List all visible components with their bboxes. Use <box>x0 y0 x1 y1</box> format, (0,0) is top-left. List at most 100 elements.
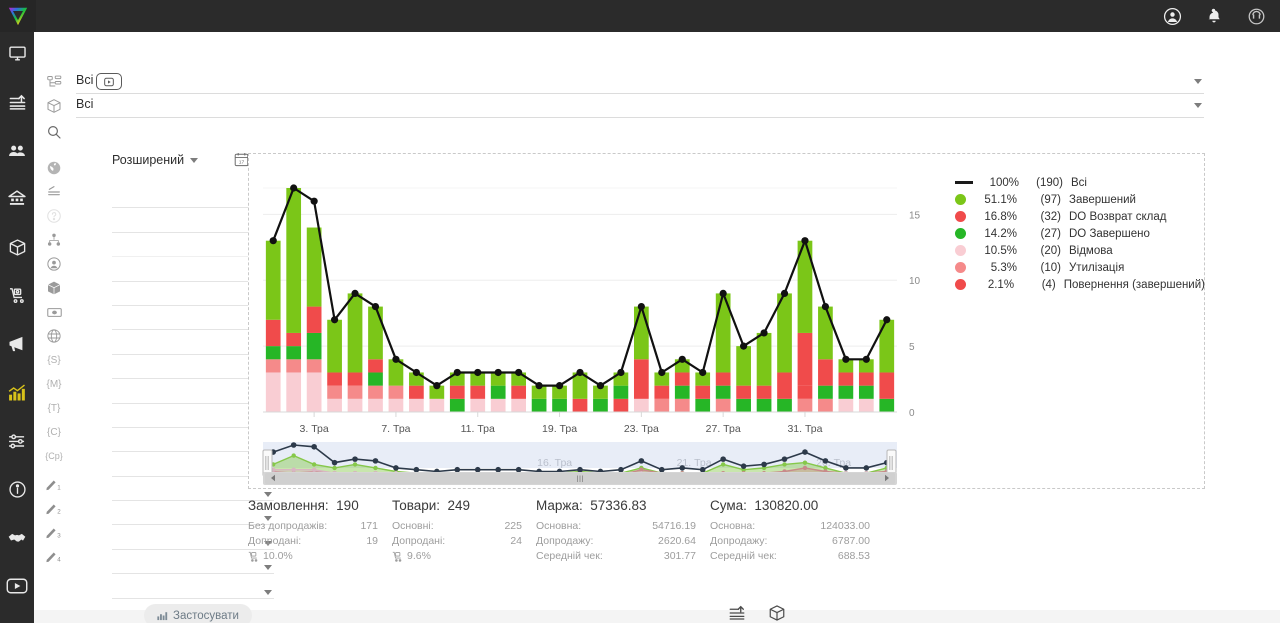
bar-segment[interactable] <box>306 332 322 360</box>
legend-item[interactable]: 2.1% (4) Повернення (завершений) <box>955 276 1205 293</box>
bar-segment[interactable] <box>695 372 711 386</box>
bar-segment[interactable] <box>388 385 404 399</box>
bar-segment[interactable] <box>368 359 383 373</box>
bar-segment[interactable] <box>736 385 751 399</box>
legend-item[interactable]: 16.8% (32) DO Возврат склад <box>955 208 1205 225</box>
bar-segment[interactable] <box>286 372 302 412</box>
sidebar-item-monitor-icon[interactable] <box>0 42 34 65</box>
line-data-point[interactable] <box>617 368 625 377</box>
bar-segment[interactable] <box>347 372 363 386</box>
bar-segment[interactable] <box>449 385 465 399</box>
bar-segment[interactable] <box>327 385 342 399</box>
bar-segment[interactable] <box>756 332 772 386</box>
total-line-series[interactable] <box>272 186 888 387</box>
legend-item[interactable]: 5.3% (10) Утилізація <box>955 259 1205 276</box>
line-data-point[interactable] <box>699 368 707 377</box>
bar-segment[interactable] <box>654 372 670 386</box>
bar-stack[interactable] <box>449 372 465 412</box>
bar-segment[interactable] <box>470 385 486 399</box>
order-list-icon[interactable] <box>728 604 746 622</box>
bar-segment[interactable] <box>306 372 322 412</box>
line-data-point[interactable] <box>351 289 359 298</box>
filter-row-product[interactable]: Всі <box>76 94 1204 118</box>
play-video-icon[interactable] <box>96 73 122 90</box>
bar-segment[interactable] <box>797 385 813 399</box>
bar-segment[interactable] <box>797 332 813 386</box>
bar-segment[interactable] <box>388 398 404 412</box>
user-account-icon[interactable] <box>1162 6 1182 26</box>
scroll-right-arrow[interactable] <box>885 474 889 482</box>
chart-plot[interactable]: 0 5 10 15 3. Тра 7. Тра 11. Тра 19. Тра 23. Тра 2… <box>249 154 949 490</box>
bar-segment[interactable] <box>777 398 792 412</box>
bar-stack[interactable] <box>797 240 813 412</box>
bar-segment[interactable] <box>286 359 302 373</box>
bar-segment[interactable] <box>409 385 424 399</box>
bar-segment[interactable] <box>429 398 445 412</box>
bar-segment[interactable] <box>490 398 506 412</box>
line-data-point[interactable] <box>719 289 727 298</box>
line-data-point[interactable] <box>494 368 502 377</box>
bar-stack[interactable] <box>306 227 322 412</box>
bar-segment[interactable] <box>265 240 281 320</box>
bar-stack[interactable] <box>552 385 567 412</box>
bar-segment[interactable] <box>715 372 731 386</box>
bar-segment[interactable] <box>838 385 854 399</box>
chevron-down-icon[interactable] <box>1194 103 1202 108</box>
bar-segment[interactable] <box>429 385 445 399</box>
bar-segment[interactable] <box>613 398 629 412</box>
line-data-point[interactable] <box>780 289 789 298</box>
bar-segment[interactable] <box>715 385 731 399</box>
bar-segment[interactable] <box>286 188 302 333</box>
bar-segment[interactable] <box>449 398 465 412</box>
bar-stack[interactable] <box>531 385 547 412</box>
bar-segment[interactable] <box>306 359 322 373</box>
sidebar-item-purchase-cart-icon[interactable] <box>0 284 34 307</box>
bar-segment[interactable] <box>511 385 527 399</box>
bar-segment[interactable] <box>838 372 854 386</box>
chevron-down-icon[interactable] <box>264 540 272 546</box>
bar-segment[interactable] <box>368 398 383 412</box>
bar-segment[interactable] <box>531 398 547 412</box>
bar-segment[interactable] <box>368 385 383 399</box>
bar-stack[interactable] <box>286 188 302 412</box>
bar-segment[interactable] <box>265 359 281 373</box>
bar-segment[interactable] <box>695 385 711 399</box>
chevron-down-icon[interactable] <box>264 492 272 498</box>
line-data-point[interactable] <box>801 237 809 245</box>
bar-segment[interactable] <box>490 385 506 399</box>
bar-stack[interactable] <box>879 319 895 412</box>
line-data-point[interactable] <box>412 368 420 377</box>
bar-segment[interactable] <box>470 372 486 386</box>
bar-segment[interactable] <box>818 398 833 412</box>
bar-segment[interactable] <box>756 398 772 412</box>
bar-segment[interactable] <box>572 372 588 399</box>
apply-button[interactable]: Застосувати <box>144 604 252 623</box>
bar-segment[interactable] <box>388 359 404 386</box>
bar-stack[interactable] <box>777 293 792 412</box>
bar-segment[interactable] <box>838 359 854 373</box>
sidebar-item-clients-people-icon[interactable] <box>0 139 34 162</box>
line-data-point[interactable] <box>883 316 891 324</box>
bar-segment[interactable] <box>531 385 547 399</box>
bar-segment[interactable] <box>695 398 711 412</box>
bar-segment[interactable] <box>879 319 895 373</box>
chevron-down-icon[interactable] <box>264 589 272 595</box>
drag-grip[interactable]: III <box>576 474 584 484</box>
bar-stack[interactable] <box>593 385 608 412</box>
filter-row-hierarchy[interactable]: Всі <box>76 70 1204 94</box>
bar-segment[interactable] <box>633 398 649 412</box>
filter-select-campaign[interactable] <box>112 477 274 502</box>
sidebar-item-settings-sliders-icon[interactable] <box>0 429 34 452</box>
bar-segment[interactable] <box>347 385 363 399</box>
bar-segment[interactable] <box>736 398 751 412</box>
bar-segment[interactable] <box>347 293 363 373</box>
bar-segment[interactable] <box>552 398 567 412</box>
bar-segment[interactable] <box>858 359 874 373</box>
bar-segment[interactable] <box>858 385 874 399</box>
sidebar-item-info-circle-icon[interactable] <box>0 478 34 501</box>
bar-segment[interactable] <box>613 385 629 399</box>
bar-segment[interactable] <box>511 398 527 412</box>
bar-segment[interactable] <box>286 346 302 360</box>
bar-segment[interactable] <box>593 398 608 412</box>
line-data-point[interactable] <box>269 237 277 245</box>
